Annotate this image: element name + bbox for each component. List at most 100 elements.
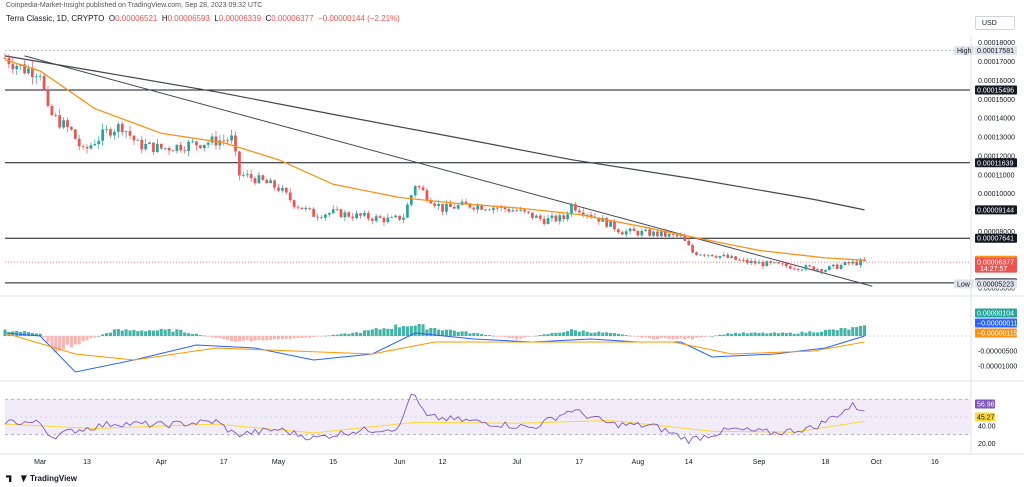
rsi-tick-0: 20.00 <box>978 441 996 448</box>
macd-bar-156 <box>612 333 617 336</box>
candle-body <box>23 64 26 74</box>
macd-bar-54 <box>214 336 218 339</box>
candle-67 <box>265 178 269 184</box>
candle-182 <box>714 254 718 259</box>
macd-bar-51 <box>202 335 206 337</box>
candle-91 <box>359 212 362 219</box>
candle-23 <box>93 139 97 146</box>
candle-body <box>714 256 718 258</box>
candle-139 <box>546 214 550 225</box>
candle-body <box>597 217 601 222</box>
macd-bar-137 <box>538 335 542 336</box>
candle-body <box>640 230 644 236</box>
candle-body <box>820 269 823 272</box>
candle-8 <box>34 73 38 85</box>
candle-body <box>202 144 206 148</box>
candle-body <box>300 207 304 210</box>
macd-bar-15 <box>62 336 66 350</box>
candle-115 <box>452 204 456 209</box>
candle-body <box>370 218 374 221</box>
macd-bar-86 <box>339 333 343 336</box>
candle-body <box>339 209 343 218</box>
macd-bar-128 <box>503 336 507 338</box>
macd-bar-161 <box>632 336 636 337</box>
macd-bar-73 <box>288 336 292 340</box>
rsi-tick-1: 40.00 <box>978 423 996 430</box>
candle-body <box>827 266 831 271</box>
candle-162 <box>636 229 640 238</box>
macd-bar-127 <box>499 336 503 337</box>
time-tick-7: 12 <box>439 459 447 466</box>
macd-bar-112 <box>441 330 445 336</box>
candle-body <box>847 262 851 264</box>
macd-bar-149 <box>585 331 589 336</box>
candle-body <box>468 203 472 208</box>
candle-body <box>58 115 62 128</box>
candle-body <box>320 217 323 219</box>
macd-pane <box>3 324 970 373</box>
price-tag-bg <box>975 279 1017 289</box>
candle-body <box>323 214 327 218</box>
macd-bar-60 <box>237 336 241 342</box>
macd-bar-172 <box>675 336 679 340</box>
macd-label-bg <box>975 318 1017 328</box>
time-tick-2: Apr <box>156 459 168 466</box>
candle-9 <box>38 72 42 81</box>
candle-body <box>175 144 179 152</box>
candle-body <box>11 64 15 70</box>
candle-189 <box>742 257 745 263</box>
macd-bar-126 <box>495 336 499 337</box>
candle-170 <box>667 233 671 238</box>
candle-body <box>359 213 362 216</box>
macd-bar-25 <box>101 334 105 336</box>
candle-body <box>734 256 737 260</box>
price-tick-9: 0.00008000 <box>978 229 1015 236</box>
macd-bar-184 <box>722 334 726 336</box>
macd-bar-106 <box>417 324 421 336</box>
candle-204 <box>800 268 804 272</box>
candle-body <box>335 209 339 211</box>
macd-bar-16 <box>65 336 70 345</box>
candle-body <box>191 141 194 143</box>
candle-65 <box>257 171 261 184</box>
currency-selector[interactable]: USD <box>975 16 1015 30</box>
candle-81 <box>320 215 323 219</box>
macd-bar-154 <box>605 332 609 336</box>
candle-176 <box>691 243 694 254</box>
candle-100 <box>394 214 398 219</box>
candle-body <box>265 179 269 184</box>
price-tick-5: 0.00013000 <box>978 135 1015 142</box>
candle-body <box>761 262 765 267</box>
macd-bar-150 <box>589 332 593 336</box>
candle-16 <box>66 117 69 132</box>
macd-bar-202 <box>792 333 796 336</box>
candle-body <box>245 174 249 176</box>
macd-bar-77 <box>304 336 308 338</box>
high-label: H <box>161 14 168 23</box>
candle-body <box>718 255 722 258</box>
candle-body <box>402 217 405 220</box>
candle-80 <box>316 213 319 221</box>
candle-body <box>484 209 487 211</box>
candle-body <box>366 213 370 219</box>
price-tag-4: 0.00007641 <box>975 233 1017 243</box>
candle-body <box>437 203 441 206</box>
macd-bar-146 <box>573 330 577 336</box>
macd-bar-35 <box>140 330 144 336</box>
candle-12 <box>50 103 54 117</box>
macd-bar-111 <box>437 329 441 336</box>
macd-bar-164 <box>644 336 648 338</box>
candle-body <box>577 210 581 213</box>
macd-bar-91 <box>358 332 363 336</box>
candle-body <box>562 215 566 219</box>
macd-bar-166 <box>651 336 656 340</box>
macd-bar-101 <box>398 327 402 336</box>
candle-body <box>210 136 214 143</box>
macd-label-text: −0.00000011 <box>977 321 1018 328</box>
candle-135 <box>531 212 534 220</box>
low-label: L <box>214 14 219 23</box>
candle-body <box>613 221 616 230</box>
candle-79 <box>312 207 316 217</box>
candle-160 <box>628 227 632 235</box>
